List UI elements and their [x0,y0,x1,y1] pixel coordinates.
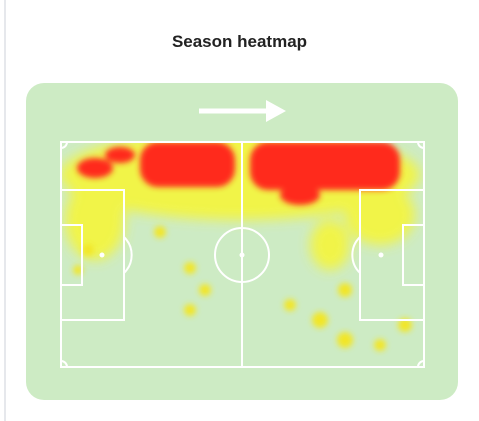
pitch-spots [99,252,384,258]
heat-layer [61,142,420,351]
section-title: Season heatmap [171,32,308,51]
panel-edge [4,0,6,421]
pitch-lines [60,141,425,368]
direction-arrow [199,100,286,122]
